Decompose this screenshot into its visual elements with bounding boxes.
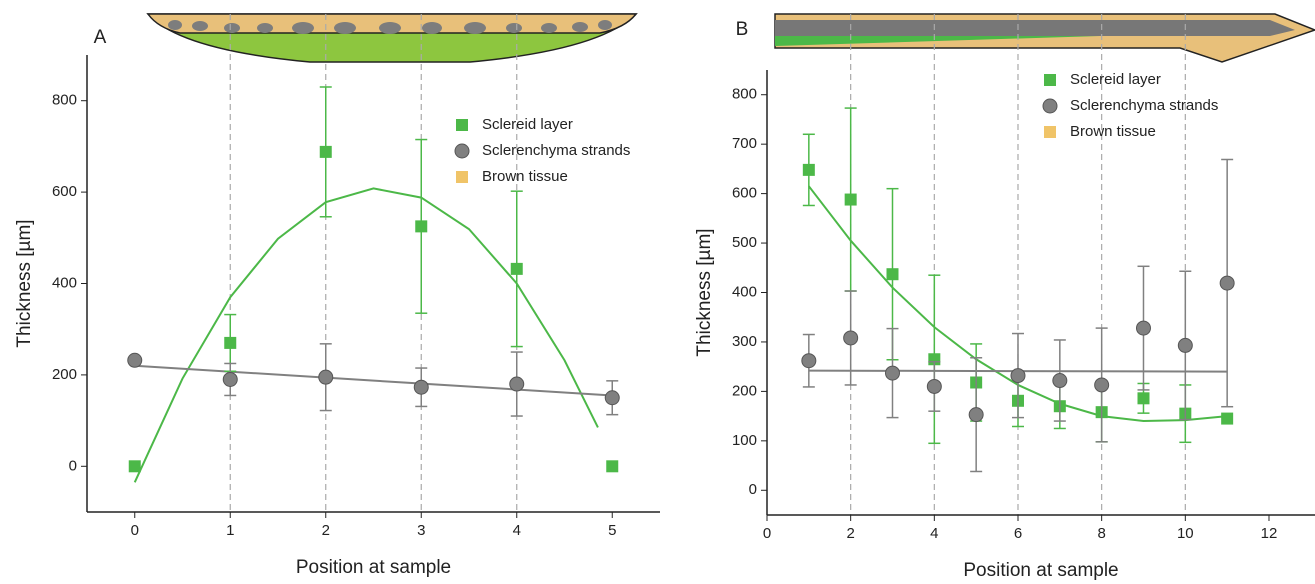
- point: [222, 371, 238, 387]
- y-tick-label: 100: [732, 432, 757, 449]
- point: [968, 407, 984, 423]
- x-tick-label: 5: [608, 522, 616, 539]
- point: [886, 268, 899, 281]
- x-tick-label: 4: [513, 522, 521, 539]
- y-tick-label: 800: [52, 92, 77, 109]
- point: [926, 378, 942, 394]
- legend-label: Sclereid layer: [482, 116, 573, 133]
- point: [318, 369, 334, 385]
- point: [319, 145, 332, 158]
- y-tick-label: 200: [52, 366, 77, 383]
- y-tick-label: 700: [732, 135, 757, 152]
- x-tick-label: 1: [226, 522, 234, 539]
- legend-label: Brown tissue: [482, 168, 568, 185]
- point: [127, 352, 143, 368]
- legend-label: Brown tissue: [1070, 123, 1156, 140]
- x-tick-label: 12: [1261, 525, 1278, 542]
- y-tick-label: 600: [732, 185, 757, 202]
- point: [413, 379, 429, 395]
- point: [1221, 412, 1234, 425]
- point: [801, 353, 817, 369]
- x-tick-label: 0: [131, 522, 139, 539]
- y-tick-label: 200: [732, 382, 757, 399]
- legend-swatch: [1044, 74, 1056, 86]
- point: [1010, 368, 1026, 384]
- point: [1219, 275, 1235, 291]
- x-tick-label: 10: [1177, 525, 1194, 542]
- x-tick-label: 2: [846, 525, 854, 542]
- x-tick-label: 2: [322, 522, 330, 539]
- point: [1137, 392, 1150, 405]
- y-tick-label: 500: [732, 234, 757, 251]
- legend-swatch: [1044, 126, 1056, 138]
- y-axis-label: Thickness [µm]: [694, 228, 715, 356]
- y-tick-label: 800: [732, 86, 757, 103]
- panel-label: B: [736, 19, 749, 40]
- y-tick-label: 0: [69, 457, 77, 474]
- legend-label: Sclerenchyma strands: [1070, 97, 1218, 114]
- x-tick-label: 8: [1097, 525, 1105, 542]
- fit-line: [133, 187, 599, 483]
- x-tick-label: 4: [930, 525, 938, 542]
- fit-line: [134, 364, 613, 397]
- illustration-a: [146, 13, 638, 63]
- legend-swatch: [454, 143, 470, 159]
- y-tick-label: 400: [52, 274, 77, 291]
- point: [606, 460, 619, 473]
- point: [224, 336, 237, 349]
- y-axis-label: Thickness [µm]: [14, 219, 35, 347]
- y-tick-label: 0: [749, 481, 757, 498]
- legend-label: Sclerenchyma strands: [482, 142, 630, 159]
- legend-swatch: [1042, 98, 1058, 114]
- point: [509, 376, 525, 392]
- x-tick-label: 6: [1014, 525, 1022, 542]
- legend-swatch: [456, 171, 468, 183]
- y-tick-label: 400: [732, 283, 757, 300]
- point: [128, 460, 141, 473]
- point: [802, 163, 815, 176]
- point: [415, 220, 428, 233]
- y-tick-label: 600: [52, 183, 77, 200]
- point: [1135, 320, 1151, 336]
- legend-label: Sclereid layer: [1070, 71, 1161, 88]
- panel-label: A: [94, 27, 107, 48]
- point: [844, 193, 857, 206]
- y-tick-label: 300: [732, 333, 757, 350]
- x-tick-label: 3: [417, 522, 425, 539]
- x-axis-label: Position at sample: [963, 560, 1118, 581]
- x-tick-label: 0: [763, 525, 771, 542]
- point: [604, 390, 620, 406]
- point: [843, 330, 859, 346]
- point: [1094, 377, 1110, 393]
- illustration-b: [774, 13, 1315, 63]
- point: [884, 365, 900, 381]
- point: [1052, 373, 1068, 389]
- point: [1177, 337, 1193, 353]
- x-axis-label: Position at sample: [296, 557, 451, 578]
- point: [510, 262, 523, 275]
- legend-swatch: [456, 119, 468, 131]
